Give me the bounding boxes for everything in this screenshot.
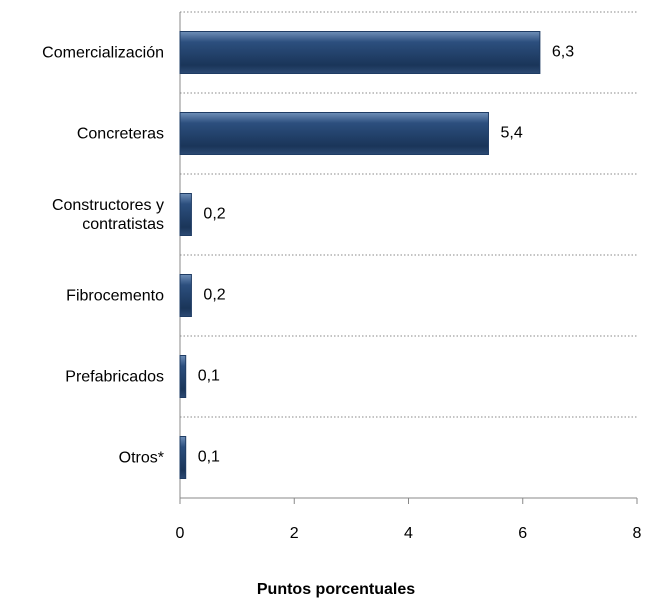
category-label: Comercialización [42,44,164,61]
data-label: 6,3 [552,44,574,61]
bar [179,112,489,155]
x-tick-label: 2 [290,525,299,542]
x-axis-title: Puntos porcentuales [257,581,415,598]
x-tick-label: 4 [404,525,413,542]
bar [179,436,187,479]
category-label: Prefabricados [65,368,164,385]
category-label: Fibrocemento [66,287,164,304]
bar [179,355,187,398]
x-tick-label: 6 [518,525,527,542]
bar [179,274,192,317]
data-label: 0,1 [198,368,220,385]
x-tick-label: 8 [633,525,642,542]
x-tick-label: 0 [176,525,185,542]
category-label: Otros* [118,449,164,466]
category-label: Constructores y contratistas [51,196,164,233]
data-label: 0,2 [203,206,225,223]
data-label: 0,1 [198,449,220,466]
data-label: 0,2 [203,287,225,304]
category-label: Concreteras [76,125,164,142]
data-label: 5,4 [500,125,522,142]
bar [179,193,192,236]
bar [179,31,541,74]
